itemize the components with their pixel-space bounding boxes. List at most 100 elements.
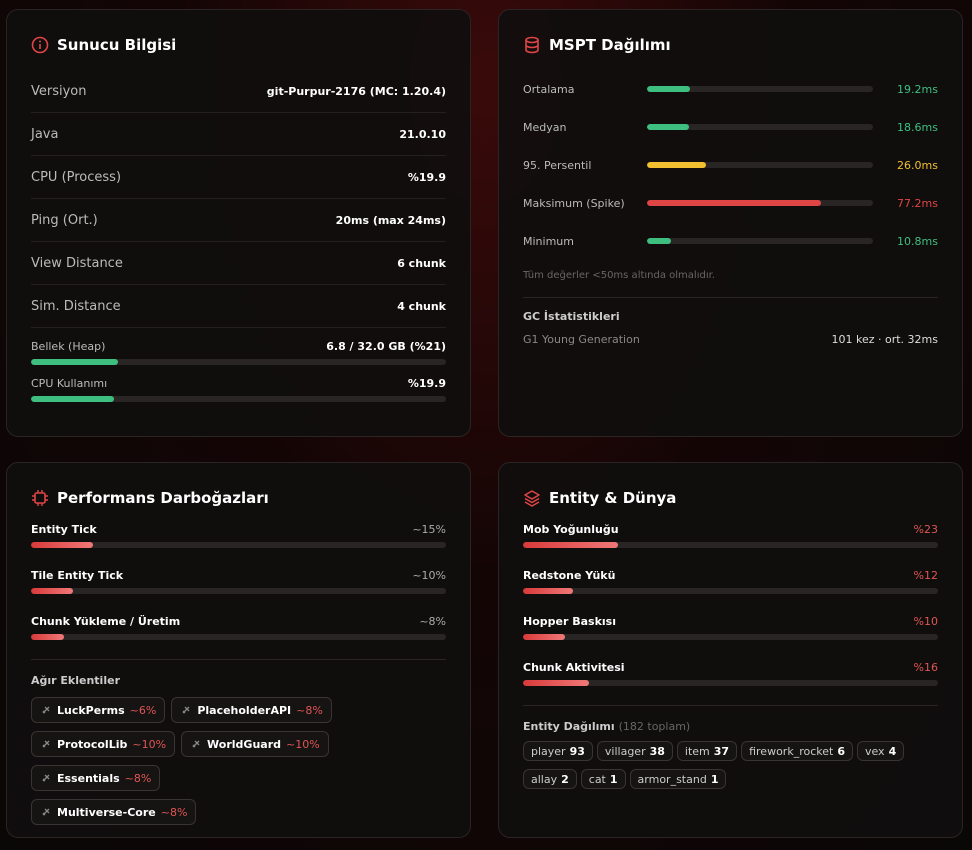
- load-value: %10: [913, 615, 938, 628]
- usage-label: Bellek (Heap): [31, 340, 106, 353]
- mspt-value: 10.8ms: [897, 234, 938, 248]
- entity-tag: item 37: [676, 741, 738, 761]
- entity-tag: cat 1: [580, 769, 626, 789]
- dist-label: Entity Dağılımı: [523, 720, 615, 733]
- tag-name: player: [531, 744, 566, 758]
- entity-tag: allay 2: [523, 769, 577, 789]
- mspt-row: 95. Persentil 26.0ms: [523, 146, 938, 184]
- info-label: Java: [31, 126, 59, 142]
- mspt-fill: [647, 238, 672, 244]
- plugin-chip: LuckPerms ~6%: [31, 697, 166, 723]
- load-head: Hopper Baskısı %10: [523, 615, 938, 628]
- mspt-value: 18.6ms: [897, 120, 938, 134]
- plugin-chip: Essentials ~8%: [31, 765, 161, 791]
- plugin-load: ~8%: [296, 703, 323, 717]
- tags: player 93 villager 38 item 37 firework_rocket 6…: [523, 741, 933, 797]
- plugin-chip: PlaceholderAPI ~8%: [171, 697, 332, 723]
- mspt-track: [647, 86, 873, 92]
- bar-fill: [31, 359, 119, 365]
- tag-name: item: [684, 744, 710, 758]
- load-fill: [523, 680, 590, 686]
- load-track: [31, 588, 446, 594]
- plugin-name: LuckPerms: [57, 703, 125, 717]
- plugin-name: ProtocolLib: [57, 737, 128, 751]
- info-row: Java 21.0.10: [31, 113, 446, 156]
- mspt-header: MSPT Dağılımı: [523, 34, 938, 56]
- plugins: LuckPerms ~6% PlaceholderAPI ~8% ProtocolLib…: [31, 697, 431, 833]
- plug-icon: [192, 740, 200, 748]
- entity-tag: player 93: [523, 741, 593, 761]
- load-row: Mob Yoğunluğu %23: [523, 523, 938, 569]
- load-head: Tile Entity Tick ~10%: [31, 569, 446, 582]
- entity-tag: firework_rocket 6: [741, 741, 853, 761]
- perf-rows: Entity Tick ~15% Tile Entity Tick ~10% Chunk…: [31, 523, 446, 833]
- info-value: 21.0.10: [399, 127, 446, 141]
- plugin-chip: WorldGuard ~10%: [181, 731, 329, 757]
- server-card: Sunucu Bilgisi Versiyon git-Purpur-2176 (…: [6, 9, 471, 437]
- tag-count: 1: [609, 772, 618, 786]
- load-row: Tile Entity Tick ~10%: [31, 569, 446, 615]
- load-track: [31, 634, 446, 640]
- info-value: %19.9: [407, 170, 446, 184]
- load-value: %12: [913, 569, 938, 582]
- plug-icon: [42, 706, 50, 714]
- mspt-label: Medyan: [523, 120, 567, 134]
- mspt-title: MSPT Dağılımı: [549, 36, 671, 54]
- load-track: [31, 542, 446, 548]
- load-label: Entity Tick: [31, 523, 97, 536]
- entity-header: Entity & Dünya: [523, 487, 938, 509]
- plugins-title: Ağır Eklentiler: [31, 659, 446, 687]
- load-value: ~8%: [419, 615, 446, 628]
- plugin-load: ~6%: [129, 703, 157, 717]
- tag-count: 93: [569, 744, 585, 758]
- load-track: [523, 588, 938, 594]
- tag-name: allay: [531, 772, 558, 786]
- tag-count: 37: [713, 744, 730, 758]
- gc-value: 101 kez · ort. 32ms: [831, 333, 938, 346]
- entity-tag: vex 4: [856, 741, 905, 761]
- load-fill: [31, 588, 73, 594]
- plug-icon: [42, 774, 50, 782]
- tag-count: 38: [649, 744, 665, 758]
- tag-count: 6: [837, 744, 845, 758]
- load-track: [523, 680, 938, 686]
- plugin-load: ~10%: [132, 737, 167, 751]
- load-row: Entity Tick ~15%: [31, 523, 446, 569]
- load-label: Chunk Aktivitesi: [523, 661, 625, 674]
- load-fill: [31, 634, 65, 640]
- mspt-track: [647, 200, 873, 206]
- db-icon: [525, 36, 539, 54]
- load-value: ~10%: [412, 569, 446, 582]
- mspt-fill: [647, 200, 822, 206]
- info-value: git-Purpur-2176 (MC: 1.20.4): [266, 84, 446, 98]
- plugin-load: ~8%: [160, 805, 188, 819]
- load-value: %16: [913, 661, 938, 674]
- tag-count: 4: [888, 744, 897, 758]
- plugin-chip: ProtocolLib ~10%: [31, 731, 176, 757]
- dist-total: (182 toplam): [618, 720, 691, 733]
- entity-tag: villager 38: [596, 741, 673, 761]
- info-row: Ping (Ort.) 20ms (max 24ms): [31, 199, 446, 242]
- info-label: View Distance: [31, 255, 123, 271]
- plugin-chip: Multiverse-Core ~8%: [31, 799, 197, 825]
- tag-name: firework_rocket: [749, 744, 834, 758]
- plugin-name: PlaceholderAPI: [197, 703, 292, 717]
- load-label: Chunk Yükleme / Üretim: [31, 615, 181, 628]
- plug-icon: [42, 740, 50, 748]
- gc-row: G1 Young Generation 101 kez · ort. 32ms: [523, 333, 938, 346]
- entity-rows: Mob Yoğunluğu %23 Redstone Yükü %12 Hopper B…: [523, 523, 938, 797]
- mspt-row: Maksimum (Spike) 77.2ms: [523, 184, 938, 222]
- load-head: Chunk Yükleme / Üretim ~8%: [31, 615, 446, 628]
- mspt-fill: [647, 124, 690, 130]
- perf-header: Performans Darboğazları: [31, 487, 446, 509]
- load-fill: [31, 542, 94, 548]
- usage-head: CPU Kullanımı %19.9: [31, 377, 446, 390]
- entity-card: Entity & Dünya Mob Yoğunluğu %23 Redstone …: [498, 462, 963, 838]
- layers-icon: [524, 490, 540, 507]
- mspt-card: MSPT Dağılımı Ortalama 19.2ms Medyan 18.6ms…: [498, 9, 963, 437]
- load-row: Chunk Aktivitesi %16: [523, 661, 938, 707]
- load-head: Chunk Aktivitesi %16: [523, 661, 938, 674]
- perf-title: Performans Darboğazları: [57, 489, 269, 507]
- load-fill: [523, 588, 573, 594]
